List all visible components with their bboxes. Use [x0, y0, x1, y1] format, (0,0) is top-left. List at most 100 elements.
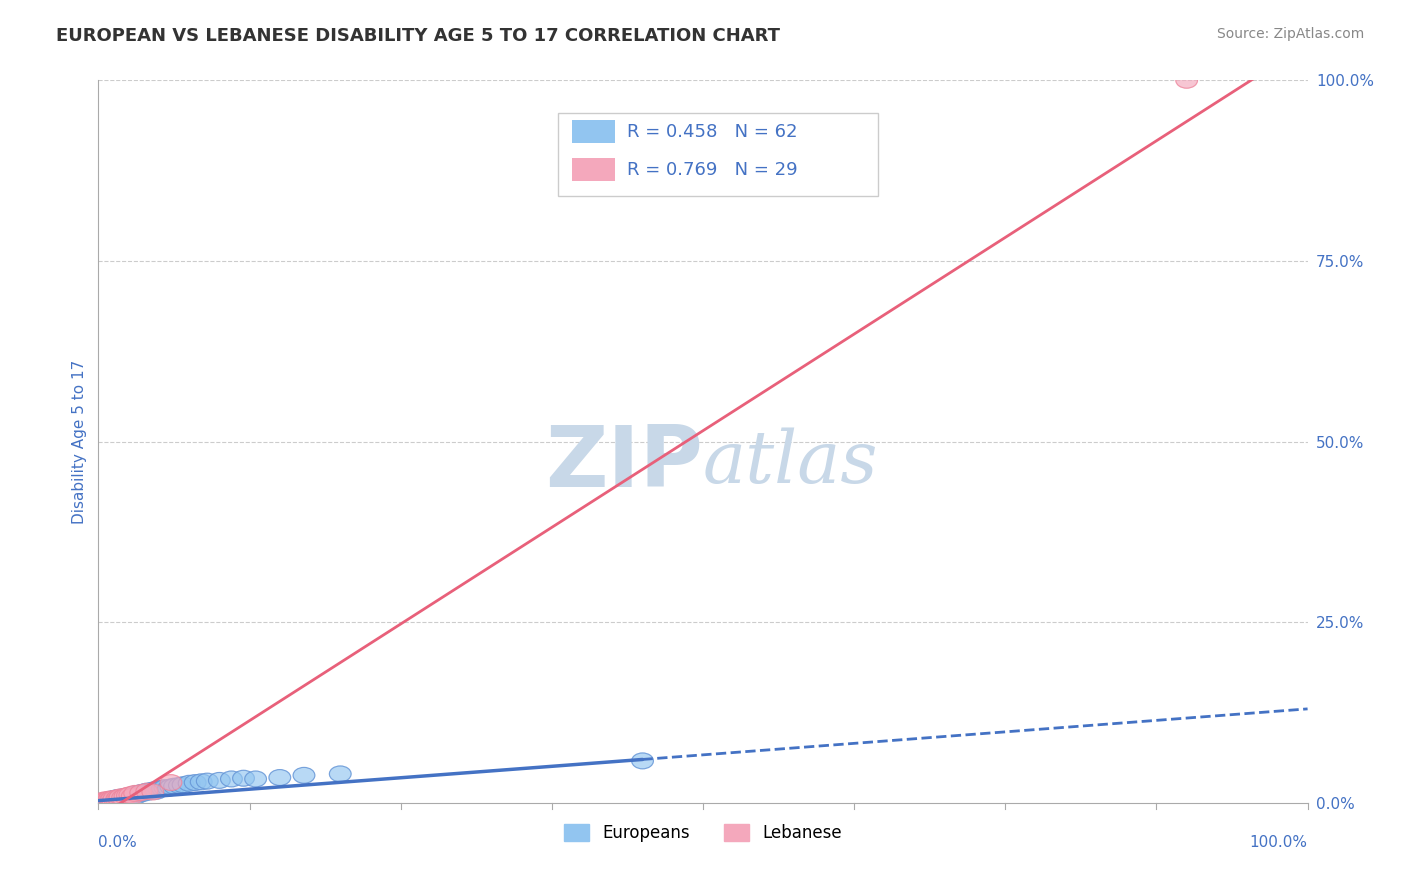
Ellipse shape: [103, 793, 124, 808]
Ellipse shape: [141, 782, 163, 798]
Ellipse shape: [103, 791, 124, 807]
Ellipse shape: [124, 786, 146, 801]
Ellipse shape: [129, 785, 152, 801]
Ellipse shape: [146, 783, 167, 799]
Ellipse shape: [94, 792, 115, 808]
Ellipse shape: [91, 794, 112, 810]
Ellipse shape: [98, 791, 120, 807]
Ellipse shape: [105, 789, 128, 805]
Text: 0.0%: 0.0%: [98, 835, 138, 850]
Ellipse shape: [104, 790, 127, 806]
Ellipse shape: [91, 793, 112, 809]
Ellipse shape: [179, 775, 200, 791]
Ellipse shape: [292, 767, 315, 783]
FancyBboxPatch shape: [572, 120, 614, 143]
Ellipse shape: [97, 793, 120, 808]
Ellipse shape: [111, 789, 134, 805]
Ellipse shape: [103, 790, 125, 806]
Ellipse shape: [152, 780, 173, 797]
Ellipse shape: [94, 793, 117, 809]
Ellipse shape: [160, 779, 181, 795]
Text: Source: ZipAtlas.com: Source: ZipAtlas.com: [1216, 27, 1364, 41]
Text: R = 0.769   N = 29: R = 0.769 N = 29: [627, 161, 797, 179]
Ellipse shape: [160, 774, 181, 790]
Ellipse shape: [107, 789, 129, 805]
Ellipse shape: [97, 793, 120, 808]
Ellipse shape: [148, 781, 170, 797]
FancyBboxPatch shape: [558, 112, 879, 196]
Ellipse shape: [155, 780, 176, 796]
Text: EUROPEAN VS LEBANESE DISABILITY AGE 5 TO 17 CORRELATION CHART: EUROPEAN VS LEBANESE DISABILITY AGE 5 TO…: [56, 27, 780, 45]
Text: 100.0%: 100.0%: [1250, 835, 1308, 850]
Ellipse shape: [105, 791, 128, 807]
Ellipse shape: [120, 788, 142, 804]
Ellipse shape: [1175, 72, 1198, 88]
Ellipse shape: [121, 787, 143, 803]
Ellipse shape: [118, 789, 139, 805]
Ellipse shape: [89, 794, 111, 810]
Ellipse shape: [110, 790, 131, 806]
Ellipse shape: [110, 789, 131, 805]
Ellipse shape: [108, 789, 129, 805]
Ellipse shape: [631, 753, 654, 769]
Ellipse shape: [120, 787, 141, 803]
Ellipse shape: [94, 793, 117, 808]
Ellipse shape: [97, 792, 120, 808]
Ellipse shape: [269, 770, 291, 786]
Ellipse shape: [96, 793, 118, 808]
Ellipse shape: [117, 788, 138, 804]
Ellipse shape: [143, 782, 165, 797]
Ellipse shape: [105, 791, 128, 807]
Ellipse shape: [114, 789, 136, 805]
Ellipse shape: [94, 793, 115, 809]
Ellipse shape: [132, 786, 155, 801]
Ellipse shape: [169, 778, 190, 793]
Ellipse shape: [94, 793, 117, 808]
Ellipse shape: [90, 793, 111, 809]
Y-axis label: Disability Age 5 to 17: Disability Age 5 to 17: [72, 359, 87, 524]
Text: ZIP: ZIP: [546, 422, 703, 505]
Ellipse shape: [103, 791, 125, 807]
Ellipse shape: [172, 777, 194, 793]
Ellipse shape: [329, 766, 352, 782]
Ellipse shape: [108, 790, 129, 806]
Ellipse shape: [93, 793, 114, 809]
Ellipse shape: [101, 792, 122, 808]
Ellipse shape: [136, 783, 157, 799]
Ellipse shape: [94, 793, 115, 809]
Ellipse shape: [142, 784, 163, 800]
Ellipse shape: [112, 789, 135, 805]
Ellipse shape: [136, 783, 157, 799]
Ellipse shape: [121, 789, 143, 805]
Ellipse shape: [232, 771, 254, 786]
Ellipse shape: [100, 792, 121, 808]
Text: R = 0.458   N = 62: R = 0.458 N = 62: [627, 122, 797, 141]
Ellipse shape: [124, 786, 146, 802]
Ellipse shape: [94, 793, 115, 808]
Ellipse shape: [100, 792, 121, 808]
Ellipse shape: [245, 771, 267, 787]
Ellipse shape: [90, 793, 111, 809]
FancyBboxPatch shape: [572, 158, 614, 181]
Ellipse shape: [197, 773, 218, 789]
Ellipse shape: [138, 784, 160, 800]
Ellipse shape: [184, 774, 207, 790]
Ellipse shape: [128, 786, 149, 801]
Ellipse shape: [100, 791, 121, 807]
Ellipse shape: [129, 785, 152, 801]
Ellipse shape: [96, 792, 118, 808]
Ellipse shape: [157, 780, 180, 797]
Ellipse shape: [107, 790, 129, 806]
Ellipse shape: [163, 778, 186, 794]
Ellipse shape: [111, 789, 132, 805]
Ellipse shape: [101, 791, 122, 807]
Ellipse shape: [98, 793, 120, 808]
Text: atlas: atlas: [703, 428, 879, 499]
Legend: Europeans, Lebanese: Europeans, Lebanese: [558, 817, 848, 848]
Ellipse shape: [208, 772, 231, 789]
Ellipse shape: [115, 789, 138, 805]
Ellipse shape: [93, 793, 114, 808]
Ellipse shape: [127, 788, 148, 804]
Ellipse shape: [134, 784, 155, 800]
Ellipse shape: [89, 794, 111, 810]
